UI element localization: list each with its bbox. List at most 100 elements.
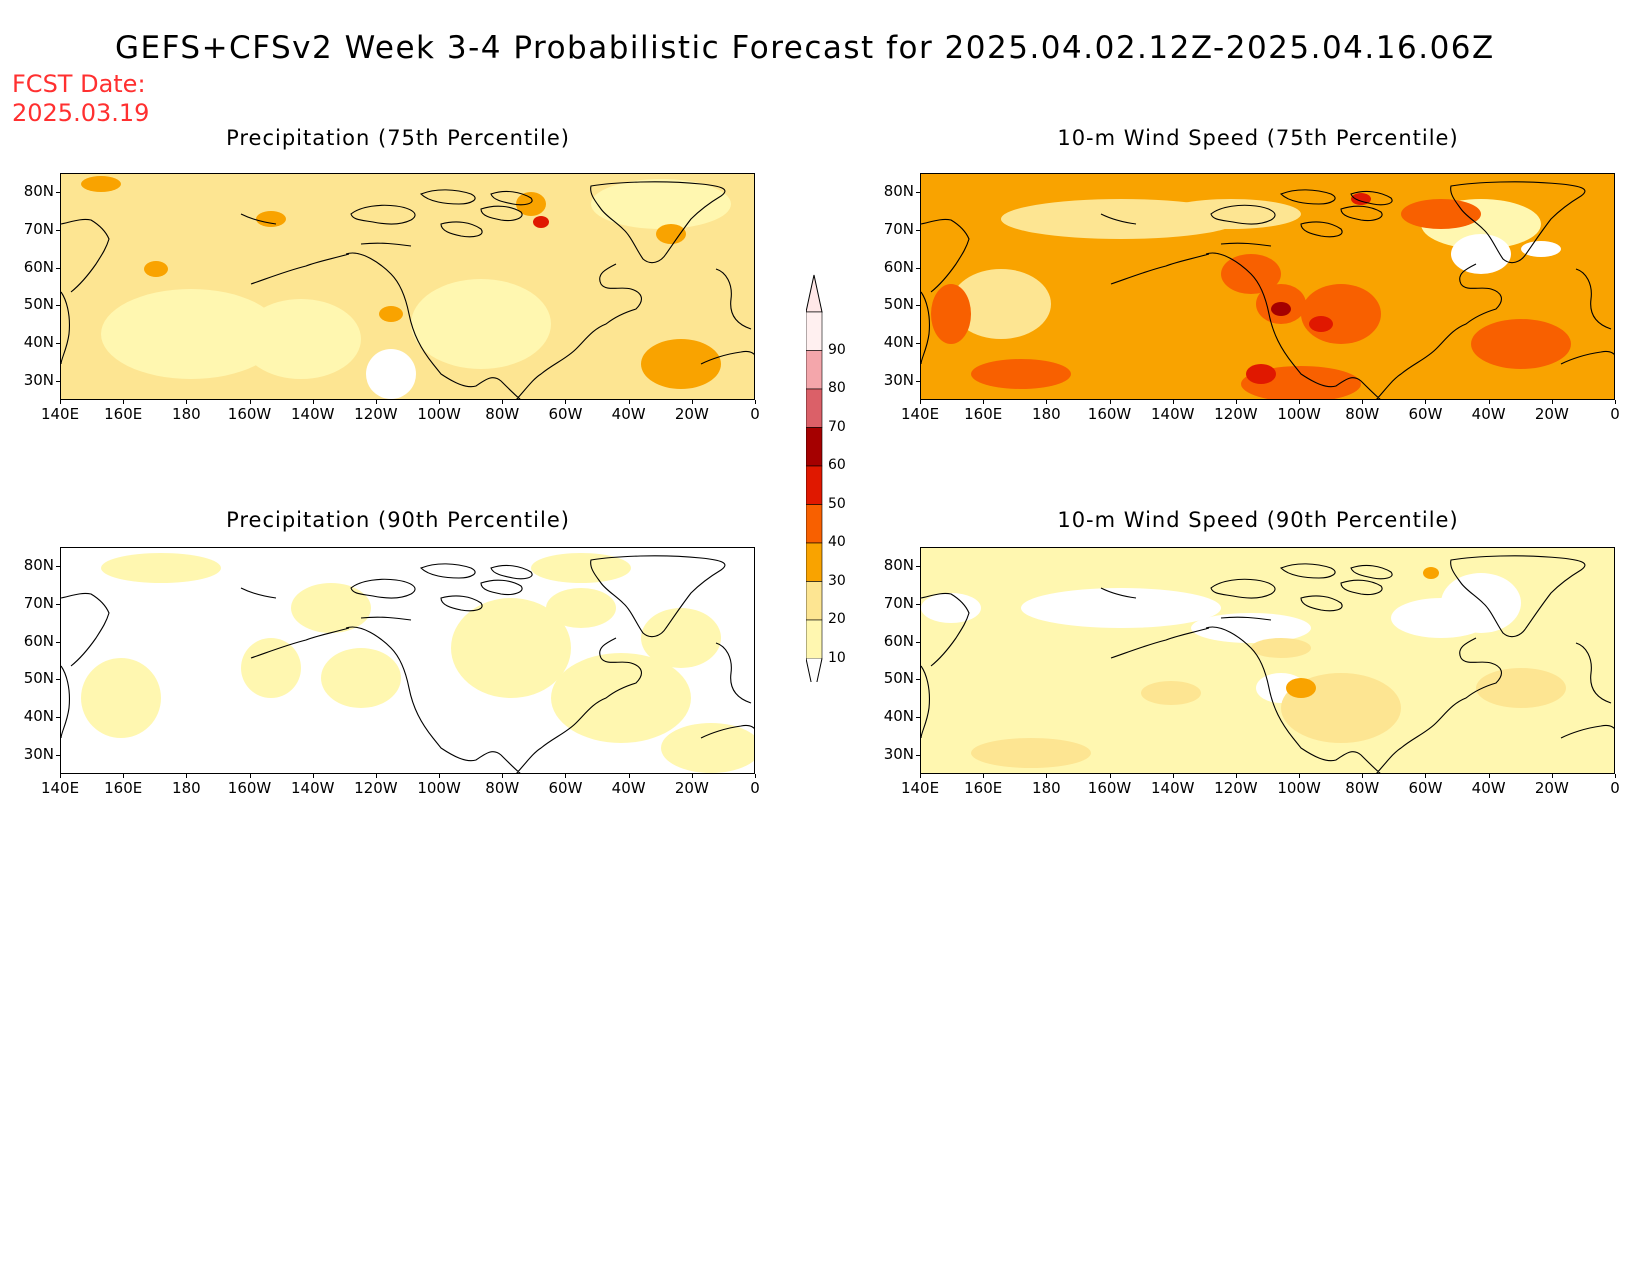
lat-label: 40N: [23, 707, 54, 726]
contour-region: [291, 583, 371, 633]
contour-region: [1441, 573, 1521, 633]
contour-region: [144, 261, 168, 277]
lon-tick: [1109, 774, 1111, 778]
contour-region: [1521, 241, 1561, 257]
lon-label: 60W: [1408, 779, 1443, 797]
lon-label: 20W: [1534, 405, 1569, 423]
lon-label: 40W: [1471, 405, 1506, 423]
lon-label: 20W: [674, 405, 709, 423]
lat-tick: [916, 267, 920, 269]
contour-region: [516, 192, 546, 216]
contour-region: [656, 224, 686, 244]
lon-label: 0: [1610, 405, 1620, 423]
lon-tick: [755, 400, 756, 404]
coastline: [61, 213, 277, 365]
lon-tick: [1235, 774, 1237, 778]
lat-label: 30N: [23, 745, 54, 764]
colorbar-segment: [805, 427, 823, 467]
map-precip75: [60, 173, 755, 400]
lon-label: 120W: [354, 779, 398, 797]
lat-label: 40N: [23, 333, 54, 352]
colorbar-segment: [805, 542, 823, 582]
coastline: [350, 189, 533, 238]
contour-region: [1471, 319, 1571, 369]
lat-tick: [56, 565, 60, 567]
contour-region: [551, 653, 691, 743]
contour-region: [1451, 234, 1511, 274]
contour-region: [1301, 284, 1381, 344]
contour-region: [321, 648, 401, 708]
contour-region: [1251, 638, 1311, 658]
lon-label: 160E: [104, 779, 143, 797]
contour-region: [971, 738, 1091, 768]
colorbar-top-arrow: [805, 274, 823, 313]
lon-tick: [186, 774, 188, 778]
lat-tick: [56, 191, 60, 193]
lon-tick: [1551, 400, 1553, 404]
lon-tick: [439, 400, 441, 404]
lon-label: 140E: [900, 779, 940, 797]
lon-tick: [186, 400, 188, 404]
colorbar-segment: [805, 311, 823, 351]
lat-tick: [56, 381, 60, 383]
contour-region: [1246, 364, 1276, 384]
lat-tick: [916, 679, 920, 681]
lon-tick: [312, 774, 314, 778]
lon-tick: [1299, 400, 1301, 404]
lon-label: 160E: [104, 405, 143, 423]
lat-label: 70N: [23, 593, 54, 612]
colorbar-segment: [805, 388, 823, 428]
coastline: [1450, 555, 1586, 638]
contour-region: [256, 211, 286, 227]
lat-tick: [916, 381, 920, 383]
fcst-date-label: FCST Date:: [12, 70, 146, 98]
lat-tick: [916, 603, 920, 605]
colorbar-label: 80: [828, 380, 846, 396]
contour-region: [1141, 681, 1201, 705]
map-field: [61, 174, 754, 399]
map-precip90: [60, 547, 755, 774]
lon-label: 80W: [1345, 405, 1380, 423]
contour-region: [533, 216, 549, 228]
contour-region: [931, 284, 971, 344]
lon-tick: [1235, 400, 1237, 404]
coastline: [350, 563, 533, 612]
lon-tick: [1172, 774, 1174, 778]
lon-tick: [312, 400, 314, 404]
lon-label: 140E: [900, 405, 940, 423]
lon-tick: [1488, 774, 1490, 778]
coastline: [700, 642, 754, 739]
lat-tick: [56, 603, 60, 605]
lat-label: 40N: [883, 333, 914, 352]
contour-region: [971, 359, 1071, 389]
fcst-date: FCST Date: 2025.03.19: [12, 70, 149, 128]
lon-tick: [123, 400, 125, 404]
lon-tick: [60, 400, 61, 404]
lon-label: 80W: [1345, 779, 1380, 797]
coastline: [921, 587, 1137, 739]
panel-title-wind75: 10-m Wind Speed (75th Percentile): [1057, 126, 1459, 150]
lat-label: 80N: [883, 181, 914, 200]
lon-label: 160W: [1087, 405, 1132, 423]
lon-tick: [983, 774, 985, 778]
lon-label: 100W: [1277, 779, 1321, 797]
lat-label: 60N: [23, 257, 54, 276]
lat-label: 70N: [23, 219, 54, 238]
coastline: [590, 555, 726, 638]
lat-tick: [916, 641, 920, 643]
lon-tick: [502, 400, 504, 404]
lon-label: 160E: [964, 405, 1003, 423]
lon-tick: [1615, 774, 1616, 778]
fcst-date-value: 2025.03.19: [12, 99, 150, 127]
lon-tick: [920, 774, 921, 778]
contour-region: [411, 279, 551, 369]
lat-label: 60N: [883, 257, 914, 276]
lon-label: 60W: [548, 779, 583, 797]
lon-label: 0: [750, 779, 760, 797]
lat-tick: [916, 229, 920, 231]
lat-tick: [56, 343, 60, 345]
colorbar-segment: [805, 465, 823, 505]
lon-label: 120W: [1214, 779, 1258, 797]
lon-tick: [249, 400, 251, 404]
lon-label: 0: [1610, 779, 1620, 797]
